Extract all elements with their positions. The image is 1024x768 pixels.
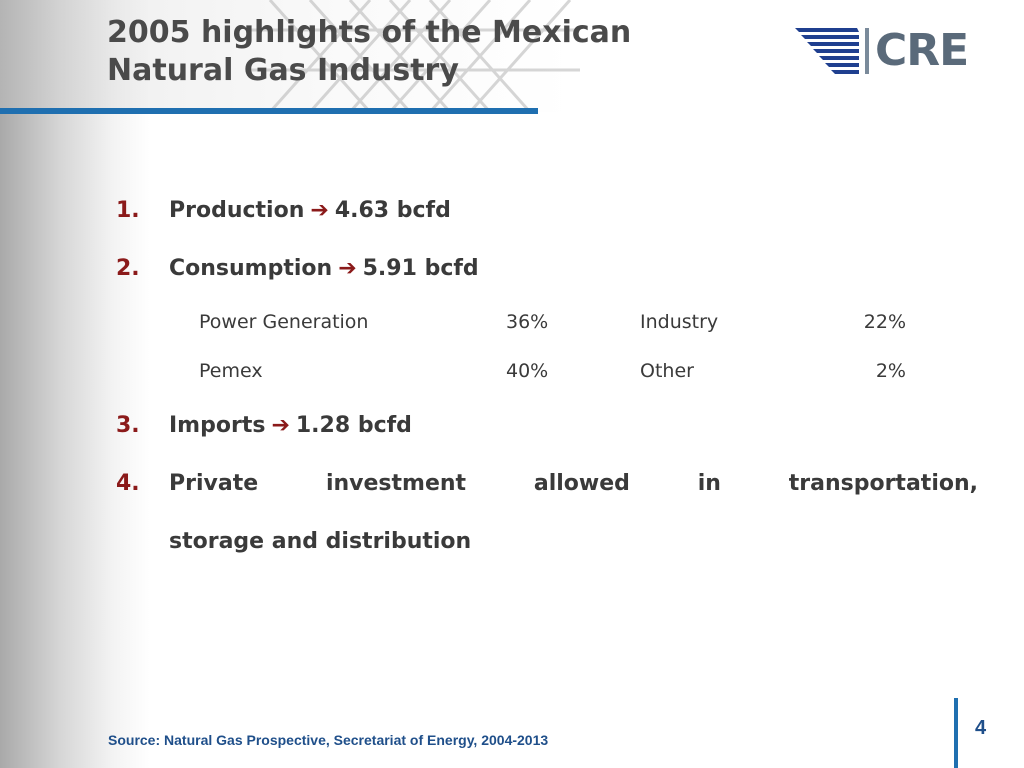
item-label: Production <box>169 198 305 223</box>
footer-divider <box>954 698 958 768</box>
item-value: 1.28 bcfd <box>295 413 412 438</box>
cre-logo-text: CRE <box>875 25 969 76</box>
item-text-line-2: storage and distribution <box>169 529 472 554</box>
title-line-1: 2005 highlights of the Mexican <box>107 15 632 50</box>
slide-title: 2005 highlights of the Mexican Natural G… <box>107 14 747 90</box>
item-value: 5.91 bcfd <box>362 256 479 281</box>
list-number: 3. <box>116 413 140 438</box>
cre-logo: CRE <box>795 26 985 76</box>
share-pemex: 40% <box>506 360 549 382</box>
lattice-tower-graphic <box>250 0 580 112</box>
right-arrow-icon: ➔ <box>310 198 329 223</box>
list-item-private-investment: 4. Private investment allowed in transpo… <box>116 470 978 560</box>
left-gradient-band <box>0 0 150 768</box>
sector-industry: Industry <box>640 311 719 333</box>
list-item-consumption: 2. Consumption ➔ 5.91 bcfd <box>116 255 978 283</box>
source-note: Source: Natural Gas Prospective, Secreta… <box>108 732 549 748</box>
sector-power-generation: Power Generation <box>199 311 369 333</box>
list-number: 1. <box>116 198 140 223</box>
cre-logo-stripes-icon <box>795 28 869 74</box>
list-item-imports: 3. Imports ➔ 1.28 bcfd <box>116 412 978 440</box>
share-power-generation: 36% <box>506 311 549 333</box>
sector-other: Other <box>640 360 694 382</box>
item-label: Consumption <box>169 256 333 281</box>
right-arrow-icon: ➔ <box>271 413 290 438</box>
list-item-production: 1. Production ➔ 4.63 bcfd <box>116 197 978 225</box>
sector-pemex: Pemex <box>199 360 263 382</box>
item-label: Imports <box>169 413 266 438</box>
title-line-2: Natural Gas Industry <box>107 53 459 88</box>
list-number: 2. <box>116 256 140 281</box>
item-value: 4.63 bcfd <box>334 198 451 223</box>
right-arrow-icon: ➔ <box>338 256 357 281</box>
list-number: 4. <box>116 471 140 496</box>
page-number: 4 <box>975 717 987 739</box>
item-text-line-1: Private investment allowed in transporta… <box>169 471 978 496</box>
title-underline <box>0 108 538 114</box>
share-industry: 22% <box>863 311 906 333</box>
share-other: 2% <box>875 360 906 382</box>
